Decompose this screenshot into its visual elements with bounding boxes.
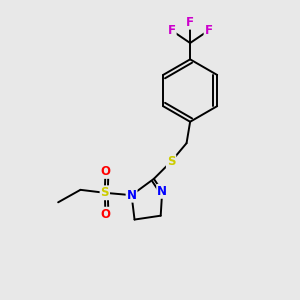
Text: N: N	[157, 185, 167, 198]
Text: O: O	[100, 165, 110, 178]
Text: F: F	[168, 24, 176, 37]
Text: N: N	[127, 189, 136, 202]
Text: S: S	[100, 186, 109, 199]
Text: O: O	[100, 208, 110, 221]
Text: S: S	[167, 155, 176, 168]
Text: F: F	[186, 16, 194, 29]
Text: F: F	[205, 24, 213, 37]
